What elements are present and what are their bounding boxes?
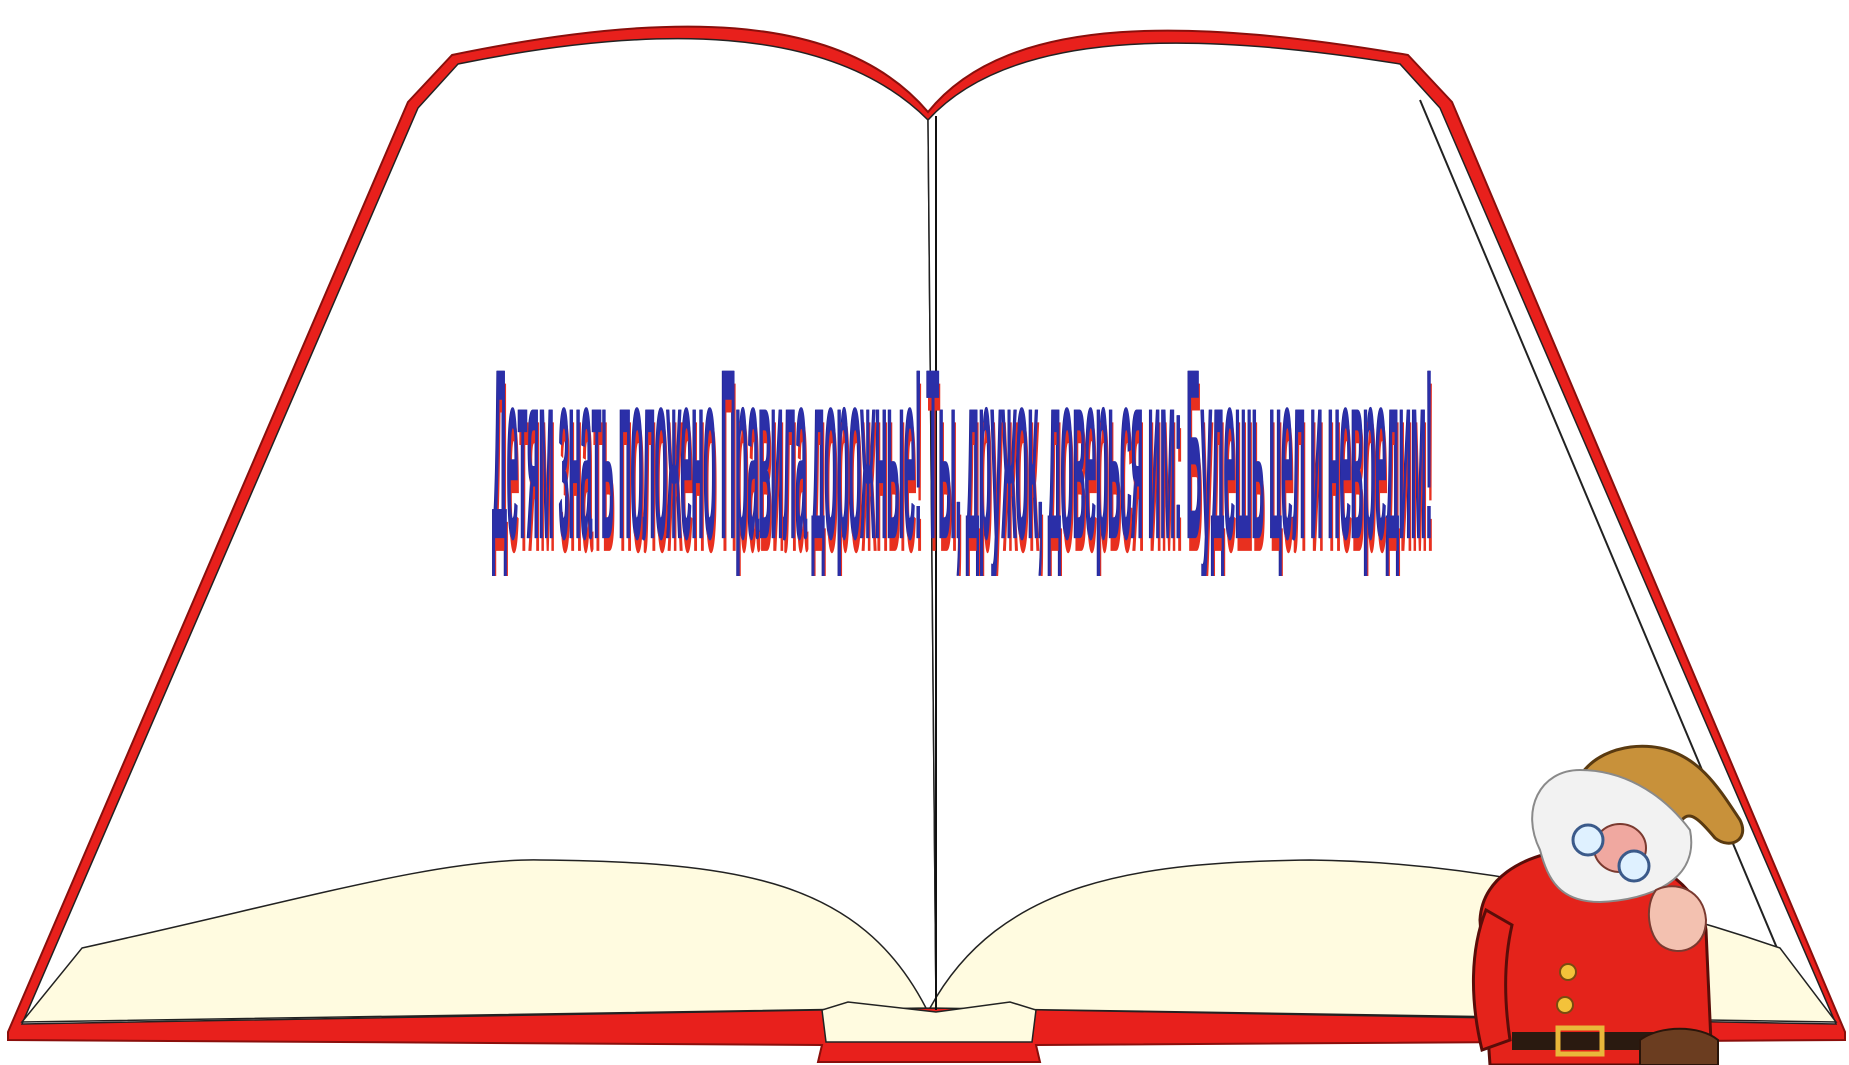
dwarf-icon [1471, 744, 1744, 1065]
slogan-text: Детям знать положено Правила дорожные! Т… [492, 352, 1432, 576]
left-page [20, 37, 937, 1025]
slogan-container: Детям знать положено Правила дорожные! Т… [492, 352, 1432, 576]
book-spine-tab [821, 1001, 1037, 1043]
page-bottom-left [20, 859, 928, 1023]
